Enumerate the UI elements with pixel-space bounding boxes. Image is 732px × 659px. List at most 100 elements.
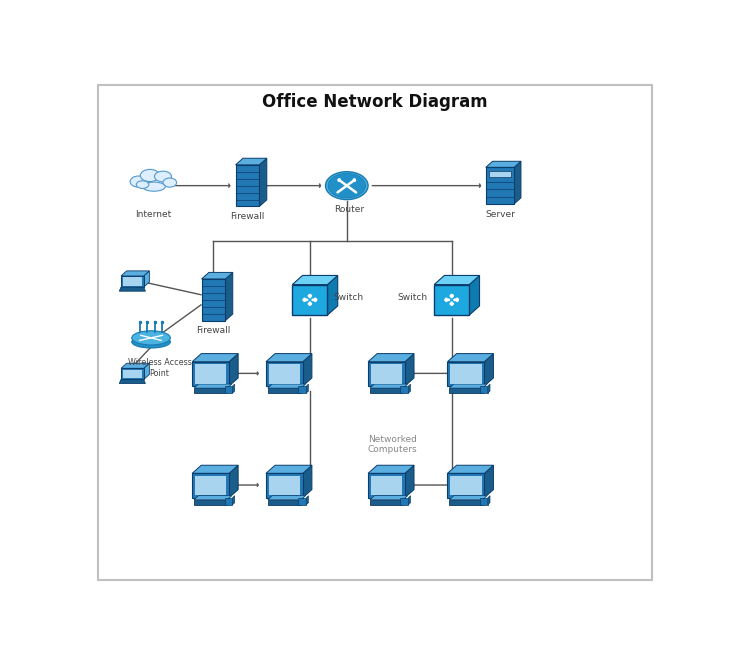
Polygon shape (408, 496, 411, 505)
Polygon shape (469, 275, 479, 315)
Polygon shape (121, 368, 143, 380)
Polygon shape (119, 380, 146, 384)
Polygon shape (434, 285, 469, 315)
Polygon shape (405, 465, 414, 498)
Polygon shape (306, 496, 308, 505)
Polygon shape (368, 354, 414, 362)
Polygon shape (370, 384, 408, 388)
Polygon shape (259, 158, 266, 206)
Ellipse shape (132, 331, 171, 345)
Ellipse shape (136, 181, 149, 188)
Polygon shape (194, 496, 232, 500)
Polygon shape (450, 364, 482, 384)
Polygon shape (447, 465, 493, 473)
Text: Firewall: Firewall (231, 212, 265, 221)
Polygon shape (485, 354, 493, 386)
Polygon shape (266, 473, 303, 498)
Polygon shape (488, 384, 490, 393)
Polygon shape (236, 165, 259, 206)
Polygon shape (488, 496, 490, 505)
Ellipse shape (326, 172, 368, 200)
Polygon shape (194, 384, 232, 388)
Text: Firewall: Firewall (196, 326, 231, 335)
Polygon shape (268, 388, 301, 393)
Polygon shape (368, 465, 414, 473)
Polygon shape (193, 473, 229, 498)
Polygon shape (225, 272, 233, 321)
Polygon shape (195, 476, 226, 495)
Polygon shape (229, 354, 238, 386)
Polygon shape (121, 271, 149, 276)
Polygon shape (266, 362, 303, 386)
Polygon shape (233, 496, 235, 505)
Polygon shape (400, 498, 408, 505)
Polygon shape (121, 363, 149, 368)
Polygon shape (298, 498, 306, 505)
Polygon shape (233, 384, 235, 393)
Ellipse shape (154, 171, 171, 182)
Polygon shape (195, 364, 226, 384)
Polygon shape (119, 287, 146, 291)
Text: Office Network Diagram: Office Network Diagram (262, 93, 488, 111)
Polygon shape (143, 271, 149, 287)
Polygon shape (306, 384, 308, 393)
Polygon shape (514, 161, 521, 204)
Ellipse shape (163, 178, 176, 187)
Polygon shape (449, 496, 487, 500)
Polygon shape (486, 161, 521, 167)
Ellipse shape (130, 176, 147, 187)
Text: Switch: Switch (334, 293, 364, 302)
Polygon shape (303, 465, 312, 498)
Polygon shape (298, 386, 306, 393)
Polygon shape (370, 500, 403, 505)
Ellipse shape (328, 173, 365, 198)
Polygon shape (449, 388, 482, 393)
Polygon shape (292, 285, 327, 315)
Polygon shape (229, 465, 238, 498)
Polygon shape (434, 275, 479, 285)
Polygon shape (371, 476, 402, 495)
Polygon shape (450, 476, 482, 495)
Ellipse shape (132, 336, 171, 348)
Polygon shape (371, 364, 402, 384)
Text: Server: Server (485, 210, 515, 219)
Ellipse shape (141, 169, 160, 182)
Polygon shape (121, 276, 143, 287)
Polygon shape (193, 465, 238, 473)
Polygon shape (201, 272, 233, 279)
Polygon shape (405, 354, 414, 386)
Polygon shape (447, 362, 485, 386)
Polygon shape (268, 496, 305, 500)
Polygon shape (225, 498, 233, 505)
Polygon shape (486, 167, 514, 204)
Polygon shape (479, 386, 488, 393)
Polygon shape (449, 384, 487, 388)
Polygon shape (266, 354, 312, 362)
Polygon shape (489, 171, 511, 177)
Text: Wireless Access
Point: Wireless Access Point (127, 358, 192, 378)
Polygon shape (225, 386, 233, 393)
Polygon shape (447, 354, 493, 362)
Polygon shape (292, 275, 337, 285)
Polygon shape (447, 473, 485, 498)
Polygon shape (479, 498, 488, 505)
Polygon shape (123, 370, 142, 378)
Polygon shape (143, 363, 149, 380)
Polygon shape (193, 362, 229, 386)
Polygon shape (370, 388, 403, 393)
Polygon shape (268, 384, 305, 388)
Polygon shape (408, 384, 411, 393)
Polygon shape (268, 500, 301, 505)
Ellipse shape (143, 182, 165, 191)
Polygon shape (194, 500, 227, 505)
Text: Switch: Switch (397, 293, 428, 302)
Polygon shape (449, 500, 482, 505)
Polygon shape (327, 275, 337, 315)
Polygon shape (193, 354, 238, 362)
Polygon shape (201, 279, 225, 321)
Polygon shape (194, 388, 227, 393)
Polygon shape (269, 476, 300, 495)
Polygon shape (236, 158, 266, 165)
Polygon shape (368, 473, 405, 498)
Polygon shape (368, 362, 405, 386)
